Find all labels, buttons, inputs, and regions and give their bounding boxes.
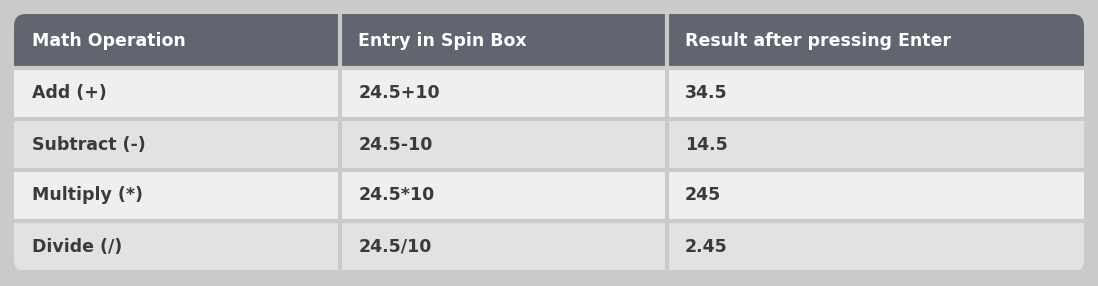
Text: 14.5: 14.5 bbox=[685, 136, 728, 154]
FancyBboxPatch shape bbox=[14, 14, 1084, 272]
Bar bbox=[14, 221, 1084, 272]
Bar bbox=[14, 170, 1084, 221]
Text: Multiply (*): Multiply (*) bbox=[32, 186, 143, 204]
Text: 24.5/10: 24.5/10 bbox=[358, 237, 432, 255]
Text: 24.5+10: 24.5+10 bbox=[358, 84, 440, 102]
Text: Add (+): Add (+) bbox=[32, 84, 107, 102]
Bar bbox=[14, 14, 1084, 68]
Text: 34.5: 34.5 bbox=[685, 84, 727, 102]
Text: Math Operation: Math Operation bbox=[32, 32, 186, 50]
Bar bbox=[14, 119, 1084, 170]
Text: Divide (/): Divide (/) bbox=[32, 237, 122, 255]
Text: 24.5-10: 24.5-10 bbox=[358, 136, 433, 154]
Text: 24.5*10: 24.5*10 bbox=[358, 186, 435, 204]
Bar bbox=[14, 68, 1084, 119]
Text: 2.45: 2.45 bbox=[685, 237, 728, 255]
Text: 245: 245 bbox=[685, 186, 721, 204]
Text: Subtract (-): Subtract (-) bbox=[32, 136, 146, 154]
Text: Result after pressing Enter: Result after pressing Enter bbox=[685, 32, 951, 50]
Text: Entry in Spin Box: Entry in Spin Box bbox=[358, 32, 527, 50]
